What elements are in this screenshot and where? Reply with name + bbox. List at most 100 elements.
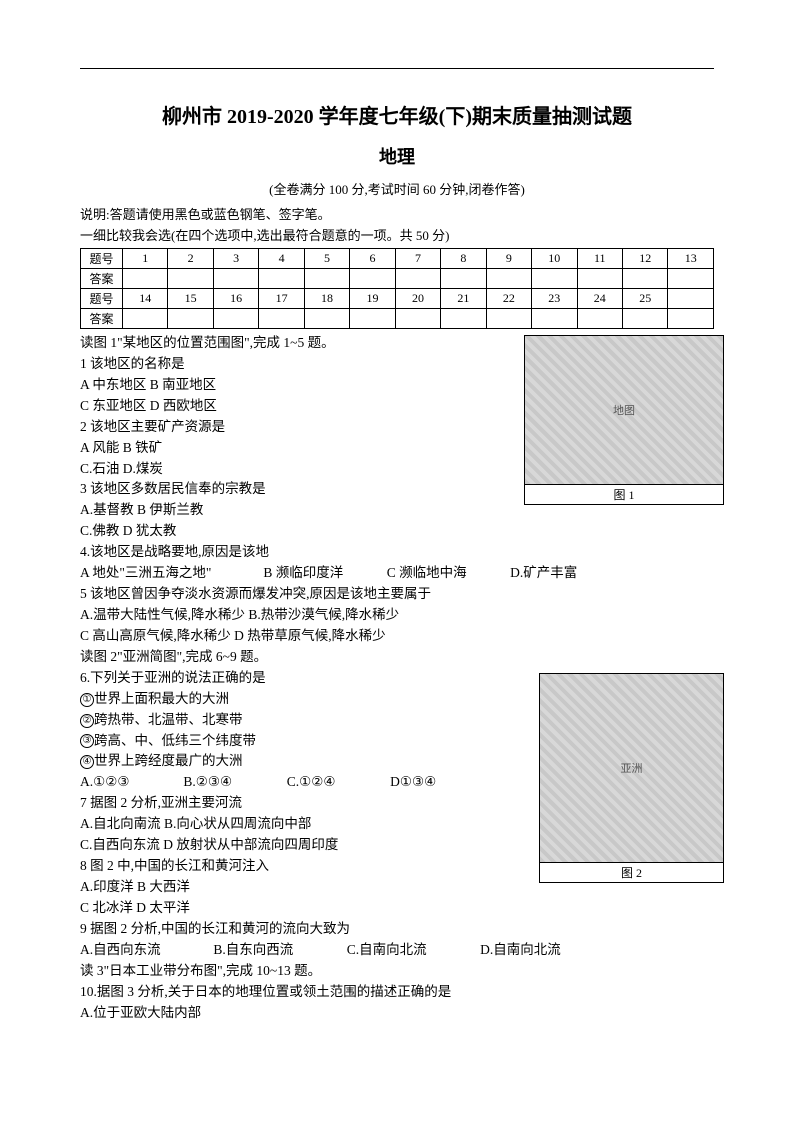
cell: 20 — [395, 289, 440, 309]
cell: 23 — [532, 289, 577, 309]
note-1: 说明:答题请使用黑色或蓝色钢笔、签字笔。 — [80, 204, 714, 223]
opt-d: D.矿产丰富 — [510, 563, 577, 584]
intro-text: 读 3"日本工业带分布图",完成 10~13 题。 — [80, 961, 714, 982]
options: C 北冰洋 D 太平洋 — [80, 898, 714, 919]
question-text: 4.该地区是战略要地,原因是该地 — [80, 542, 714, 563]
row-label: 题号 — [81, 249, 123, 269]
options: C.佛教 D 犹太教 — [80, 521, 714, 542]
opt-b: B.热带沙漠气候,降水稀少 — [248, 607, 399, 622]
options: A.温带大陆性气候,降水稀少 B.热带沙漠气候,降水稀少 — [80, 605, 714, 626]
opt-text: 跨热带、北温带、北寒带 — [94, 712, 243, 727]
figure-2: 亚洲 图 2 — [539, 673, 724, 883]
cell: 11 — [577, 249, 622, 269]
opt-c: C 高山高原气候,降水稀少 — [80, 628, 231, 643]
opt-text: 世界上跨经度最广的大洲 — [94, 753, 243, 768]
table-row: 答案 — [81, 309, 714, 329]
row-label: 题号 — [81, 289, 123, 309]
note-2: 一细比较我会选(在四个选项中,选出最符合题意的一项。共 50 分) — [80, 225, 714, 244]
map-icon: 亚洲 — [540, 674, 723, 862]
opt-b: B 南亚地区 — [150, 377, 216, 392]
opt-c: C.①②④ — [287, 772, 387, 793]
cell: 6 — [350, 249, 395, 269]
cell: 12 — [622, 249, 667, 269]
cell: 15 — [168, 289, 213, 309]
opt-c: C.自西向东流 — [80, 837, 160, 852]
top-rule — [80, 68, 714, 69]
cell: 1 — [123, 249, 168, 269]
subject-title: 地理 — [80, 143, 714, 169]
options: A 地处"三洲五海之地" B 濒临印度洋 C 濒临地中海 D.矿产丰富 — [80, 563, 714, 584]
opt-c: C.自南向北流 — [347, 940, 477, 961]
opt-c: C.石油 — [80, 461, 119, 476]
exam-meta: (全卷满分 100 分,考试时间 60 分钟,闭卷作答) — [80, 179, 714, 198]
opt-b: B.向心状从四周流向中部 — [164, 816, 311, 831]
table-row: 答案 — [81, 269, 714, 289]
cell: 8 — [441, 249, 486, 269]
opt-c: C 北冰洋 — [80, 900, 133, 915]
opt-b: B 铁矿 — [123, 440, 162, 455]
opt-a: A.①②③ — [80, 772, 180, 793]
opt-b: B 濒临印度洋 — [263, 563, 383, 584]
opt-c: C 濒临地中海 — [387, 563, 507, 584]
opt-b: B.②③④ — [183, 772, 283, 793]
opt-d: D 犹太教 — [123, 523, 177, 538]
cell: 18 — [304, 289, 349, 309]
cell: 5 — [304, 249, 349, 269]
opt-d: D.煤炭 — [123, 461, 163, 476]
cell: 7 — [395, 249, 440, 269]
ans-label: 答案 — [81, 309, 123, 329]
cell: 25 — [622, 289, 667, 309]
opt-b: B 伊斯兰教 — [137, 502, 203, 517]
opt-b: B 大西洋 — [137, 879, 190, 894]
circled-number-icon: ③ — [80, 734, 94, 748]
figure-caption: 图 2 — [540, 862, 723, 882]
question-text: 9 据图 2 分析,中国的长江和黄河的流向大致为 — [80, 919, 714, 940]
cell: 4 — [259, 249, 304, 269]
opt-a: A.基督教 — [80, 502, 134, 517]
questions-block: 地图 图 1 亚洲 图 2 读图 1"某地区的位置范围图",完成 1~5 题。 … — [80, 333, 714, 1023]
opt-a: A.位于亚欧大陆内部 — [80, 1003, 714, 1024]
options: C 高山高原气候,降水稀少 D 热带草原气候,降水稀少 — [80, 626, 714, 647]
opt-a: A.温带大陆性气候,降水稀少 — [80, 607, 245, 622]
opt-a: A.印度洋 — [80, 879, 134, 894]
cell — [668, 289, 714, 309]
circled-number-icon: ④ — [80, 755, 94, 769]
table-row: 题号 14 15 16 17 18 19 20 21 22 23 24 25 — [81, 289, 714, 309]
options: A.自西向东流 B.自东向西流 C.自南向北流 D.自南向北流 — [80, 940, 714, 961]
cell: 19 — [350, 289, 395, 309]
opt-a: A.自西向东流 — [80, 940, 210, 961]
cell: 22 — [486, 289, 531, 309]
table-row: 题号 1 2 3 4 5 6 7 8 9 10 11 12 13 — [81, 249, 714, 269]
opt-a: A 风能 — [80, 440, 119, 455]
opt-d: D 热带草原气候,降水稀少 — [234, 628, 386, 643]
cell: 3 — [213, 249, 258, 269]
opt-b: B.自东向西流 — [213, 940, 343, 961]
cell: 14 — [123, 289, 168, 309]
cell: 13 — [668, 249, 714, 269]
opt-text: 世界上面积最大的大洲 — [94, 691, 229, 706]
opt-text: 跨高、中、低纬三个纬度带 — [94, 733, 256, 748]
ans-label: 答案 — [81, 269, 123, 289]
cell: 9 — [486, 249, 531, 269]
opt-a: A.自北向南流 — [80, 816, 161, 831]
answer-table: 题号 1 2 3 4 5 6 7 8 9 10 11 12 13 答案 题号 1… — [80, 248, 714, 329]
cell: 10 — [532, 249, 577, 269]
cell: 17 — [259, 289, 304, 309]
opt-a: A 地处"三洲五海之地" — [80, 563, 260, 584]
cell: 24 — [577, 289, 622, 309]
opt-d: D.自南向北流 — [480, 940, 561, 961]
page-title: 柳州市 2019-2020 学年度七年级(下)期末质量抽测试题 — [80, 100, 714, 129]
opt-d: D①③④ — [390, 772, 436, 793]
opt-d: D 放射状从中部流向四周印度 — [163, 837, 338, 852]
cell: 21 — [441, 289, 486, 309]
figure-caption: 图 1 — [525, 484, 723, 504]
opt-d: D 太平洋 — [136, 900, 190, 915]
cell: 2 — [168, 249, 213, 269]
opt-c: C.佛教 — [80, 523, 119, 538]
intro-text: 读图 2"亚洲简图",完成 6~9 题。 — [80, 647, 714, 668]
question-text: 5 该地区曾因争夺淡水资源而爆发冲突,原因是该地主要属于 — [80, 584, 714, 605]
map-icon: 地图 — [525, 336, 723, 484]
opt-c: C 东亚地区 — [80, 398, 146, 413]
cell: 16 — [213, 289, 258, 309]
opt-d: D 西欧地区 — [150, 398, 217, 413]
